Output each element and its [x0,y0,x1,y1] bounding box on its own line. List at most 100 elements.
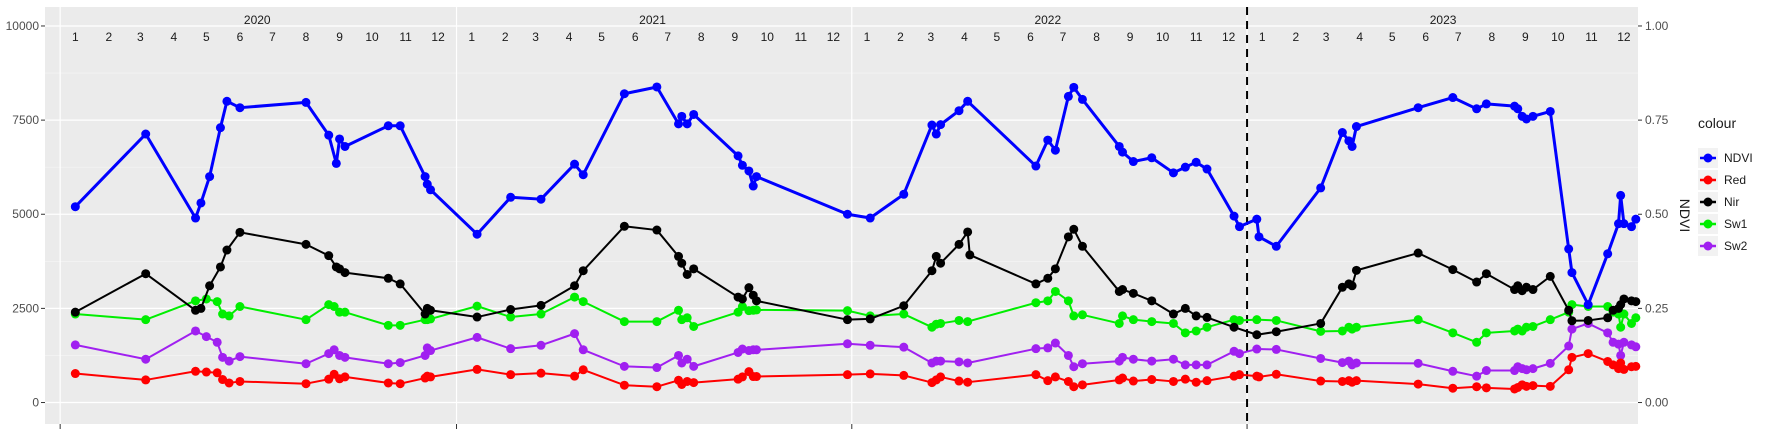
legend: colour NDVI Red Nir Sw1 Sw2 [1698,115,1753,256]
data-point-nir [899,301,909,311]
month-label: 2 [897,30,904,44]
data-point-nir [205,281,215,291]
data-point-ndvi [1234,222,1244,232]
series-ndvi [70,82,1641,310]
data-point-nir [1180,303,1190,313]
data-point-nir [1603,313,1613,323]
legend-entry-ndvi: NDVI [1698,148,1753,168]
month-label: 10 [1551,30,1565,44]
data-point-red [619,380,629,390]
data-point-red [1337,376,1347,386]
legend-label: Sw1 [1724,217,1748,231]
data-point-sw2 [1118,352,1128,362]
data-point-sw1 [1616,322,1626,332]
data-point-sw2 [674,350,684,360]
month-label: 10 [1156,30,1170,44]
y-right-tick-label: 0.50 [1645,207,1669,221]
data-point-sw1 [1069,311,1079,321]
data-point-sw2 [141,354,151,364]
data-point-nir [141,269,151,279]
y-left-tick-label: 5000 [12,207,39,221]
series-nir [70,221,1641,340]
data-point-ndvi [1448,93,1458,103]
data-point-nir [689,264,699,274]
data-point-ndvi [235,103,245,113]
month-label: 12 [1222,30,1236,44]
year-label: 2020 [244,13,271,27]
month-label: 3 [1323,30,1330,44]
data-point-sw1 [619,317,629,327]
data-point-ndvi [748,181,758,191]
data-point-sw1 [1234,315,1244,325]
data-point-sw2 [1031,344,1041,354]
data-point-sw1 [1191,326,1201,336]
data-point-sw2 [383,359,393,369]
data-point-red [1316,376,1326,386]
data-point-red [191,366,201,376]
month-label: 3 [927,30,934,44]
data-point-sw1 [472,301,482,311]
data-point-red [737,372,747,382]
data-point-sw2 [842,339,852,349]
data-point-ndvi [744,166,754,176]
data-point-red [1050,372,1060,382]
data-point-sw2 [1202,360,1212,370]
data-point-ndvi [927,120,937,130]
data-point-sw2 [1619,337,1629,347]
data-point-sw2 [340,352,350,362]
data-point-ndvi [1316,183,1326,193]
data-point-sw1 [212,297,222,307]
data-point-ndvi [570,159,580,169]
month-label: 5 [598,30,605,44]
data-point-sw2 [751,345,761,355]
data-point-sw1 [1472,337,1482,347]
data-point-sw2 [578,345,588,355]
data-point-sw1 [1528,321,1538,331]
data-point-ndvi [1528,111,1538,121]
data-point-ndvi [1202,164,1212,174]
year-label: 2021 [639,13,666,27]
data-point-sw2 [1603,328,1613,338]
data-point-sw1 [1043,296,1053,306]
data-point-nir [222,245,232,255]
month-label: 2 [1292,30,1299,44]
data-point-sw2 [1147,356,1157,366]
data-point-nir [751,296,761,306]
data-point-nir [1351,265,1361,275]
month-label: 6 [1027,30,1034,44]
data-point-sw2 [1128,354,1138,364]
month-label: 7 [1455,30,1462,44]
data-point-ndvi [1271,241,1281,251]
data-point-nir [1564,305,1574,315]
month-label: 6 [632,30,639,44]
data-point-nir [1063,232,1073,242]
data-point-red [751,372,761,382]
data-point-sw2 [1316,353,1326,363]
data-point-nir [1077,241,1087,251]
data-point-red [472,364,482,374]
data-point-red [1448,383,1458,393]
data-point-red [1583,349,1593,359]
month-label: 4 [566,30,573,44]
data-point-ndvi [1545,106,1555,116]
data-point-sw2 [426,346,436,356]
data-point-red [1043,376,1053,386]
data-point-red [1128,376,1138,386]
data-point-sw2 [1545,358,1555,368]
data-point-ndvi [420,172,430,182]
data-point-sw1 [1147,317,1157,327]
data-point-ndvi [1252,214,1262,224]
data-point-nir [426,305,436,315]
data-point-sw2 [682,354,692,364]
data-point-red [301,379,311,389]
data-point-ndvi [931,129,941,139]
data-point-red [652,382,662,392]
data-point-sw1 [1631,313,1641,323]
data-point-ndvi [1077,94,1087,104]
data-point-sw2 [1077,359,1087,369]
year-label: 2022 [1034,13,1061,27]
data-point-ndvi [1229,211,1239,221]
data-point-ndvi [335,134,345,144]
data-point-nir [865,314,875,324]
data-point-ndvi [689,109,699,119]
